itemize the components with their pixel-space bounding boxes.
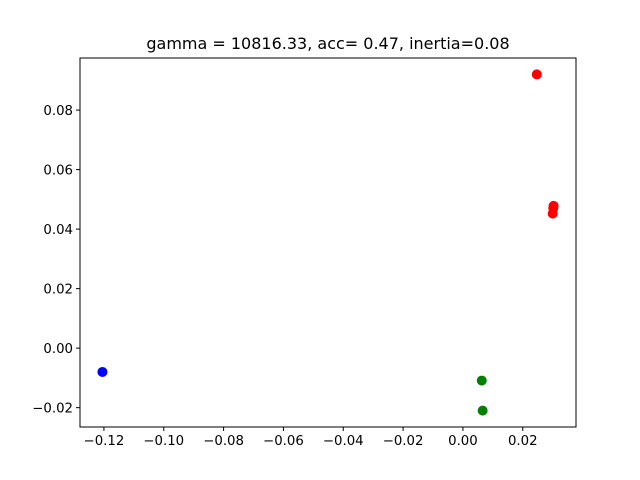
x-tick-label: 0.00 <box>448 434 478 449</box>
x-tick-label: −0.04 <box>323 434 364 449</box>
x-tick-label: −0.10 <box>143 434 184 449</box>
scatter-point <box>476 375 487 386</box>
scatter-point <box>477 405 488 416</box>
y-tick-label: 0.08 <box>43 104 73 119</box>
y-tick-label: 0.06 <box>43 164 73 179</box>
scatter-point <box>547 208 558 219</box>
ticks-layer: −0.12 −0.10 −0.08 −0.06 −0.04 −0.02 0.00 0.02 −0… <box>32 104 537 449</box>
x-tick-label: −0.02 <box>383 434 424 449</box>
y-tick-label: 0.00 <box>43 342 73 357</box>
x-tick-label: 0.02 <box>508 434 538 449</box>
y-tick-label: 0.04 <box>43 223 73 238</box>
y-tick-label: −0.02 <box>32 402 73 417</box>
scatter-point <box>531 69 542 80</box>
x-tick-label: −0.06 <box>263 434 304 449</box>
x-tick-label: −0.12 <box>84 434 125 449</box>
scatter-point <box>97 366 108 377</box>
x-tick-label: −0.08 <box>203 434 244 449</box>
points-layer <box>97 69 559 416</box>
chart-title: gamma = 10816.33, acc= 0.47, inertia=0.0… <box>146 34 509 53</box>
plot-frame <box>79 57 577 428</box>
y-tick-label: 0.02 <box>43 283 73 298</box>
